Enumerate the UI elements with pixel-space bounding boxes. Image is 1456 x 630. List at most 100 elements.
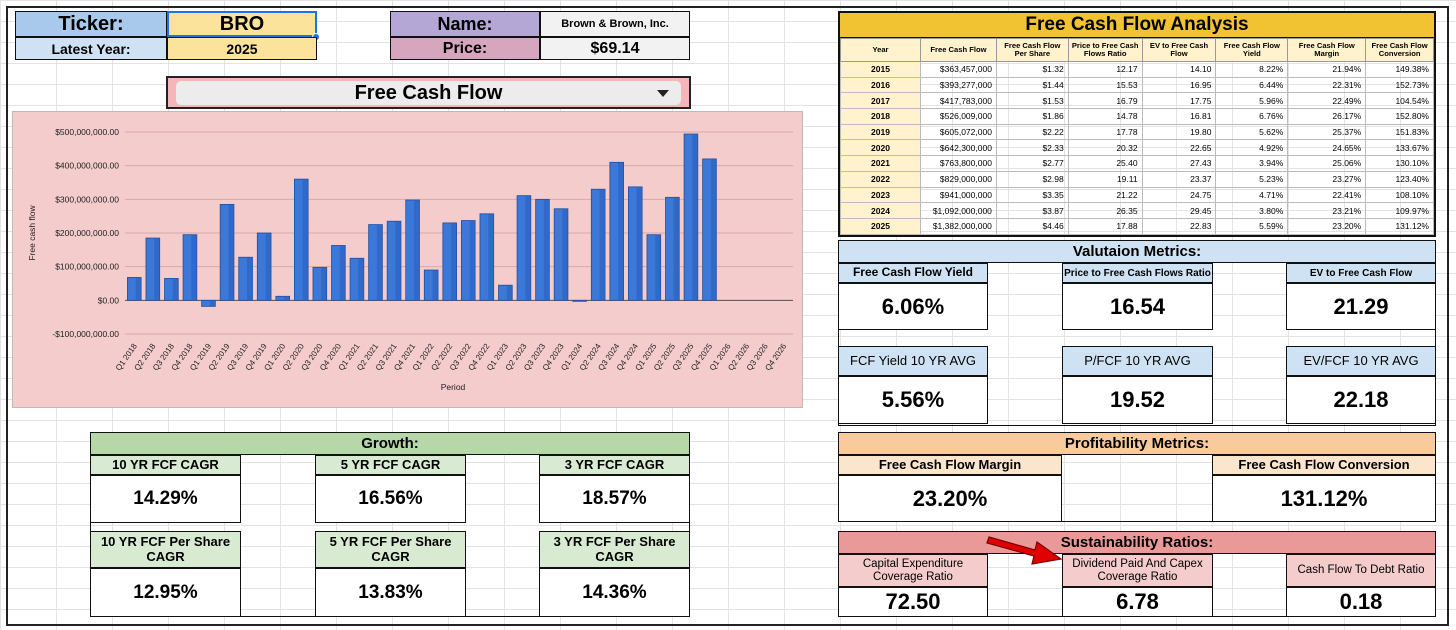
ticker-label: Ticker: <box>15 11 167 37</box>
chart-bar-shade <box>228 204 234 301</box>
table-cell: 6.44% <box>1215 76 1289 94</box>
chart-bar-shade <box>562 208 568 301</box>
chart-bar-shade <box>599 189 606 301</box>
chevron-down-icon[interactable] <box>657 90 669 97</box>
chart-bar-shade <box>673 197 680 301</box>
p-fcf-value: 16.54 <box>1062 283 1213 330</box>
chart-bar-shade <box>376 224 383 301</box>
chart-bar-shade <box>321 267 327 301</box>
table-cell: 4.92% <box>1215 139 1289 157</box>
fcf-margin-label: Free Cash Flow Margin <box>838 455 1062 475</box>
table-header-cell: Year <box>839 38 922 62</box>
table-cell: 24.65% <box>1287 139 1367 157</box>
growth-title: Growth: <box>90 432 690 455</box>
table-cell: 22.31% <box>1287 76 1367 94</box>
y-tick-label: -$100,000,000.00 <box>52 329 119 339</box>
name-label: Name: <box>390 11 540 37</box>
chart-bar-shade <box>302 179 309 301</box>
cagr3-value: 18.57% <box>539 475 690 523</box>
table-cell: 22.41% <box>1287 186 1367 204</box>
cf-debt-value: 0.18 <box>1286 587 1436 617</box>
table-cell: $417,783,000 <box>920 92 997 110</box>
cf-debt-label: Cash Flow To Debt Ratio <box>1286 554 1436 587</box>
year-cell: 2021 <box>839 155 922 172</box>
table-cell: 152.80% <box>1365 108 1434 125</box>
table-cell: 23.21% <box>1287 202 1367 219</box>
table-cell: 23.37 <box>1141 170 1217 188</box>
table-cell: 108.10% <box>1365 186 1434 204</box>
x-axis-title: Period <box>441 382 466 392</box>
chart-bar-shade <box>358 258 364 301</box>
chart-bar <box>572 299 587 302</box>
chart-bar-shade <box>710 158 717 301</box>
table-cell: $3.35 <box>995 186 1069 204</box>
table-cell: $2.98 <box>995 170 1069 188</box>
chart-bar-shade <box>506 285 513 301</box>
table-cell: $1.53 <box>995 92 1069 110</box>
capex-coverage-value: 72.50 <box>838 587 988 617</box>
table-cell: 25.06% <box>1287 155 1367 172</box>
table-header-cell: Free Cash Flow Yield <box>1215 38 1289 62</box>
table-cell: $363,457,000 <box>920 61 997 78</box>
ev-fcf-avg-label: EV/FCF 10 YR AVG <box>1286 346 1436 376</box>
table-cell: 17.88 <box>1067 217 1143 235</box>
table-row: 2021 $763,800,000 $2.77 25.40 27.43 3.94% 25.0… <box>839 155 1434 172</box>
table-row: 2020 $642,300,000 $2.33 20.32 22.65 4.92% 24.6… <box>839 139 1434 157</box>
fcf-analysis-title: Free Cash Flow Analysis <box>840 13 1434 38</box>
chart-bar-shade <box>135 277 142 301</box>
chart-bar-shade <box>209 300 216 307</box>
table-cell: $1.32 <box>995 61 1069 78</box>
latest-year-value[interactable]: 2025 <box>167 37 317 60</box>
table-header-cell: Free Cash Flow Per Share <box>995 38 1069 62</box>
table-cell: 17.78 <box>1067 123 1143 141</box>
table-cell: 19.11 <box>1067 170 1143 188</box>
table-cell: 149.38% <box>1365 61 1434 78</box>
table-cell: $1,092,000,000 <box>920 202 997 219</box>
table-cell: $829,000,000 <box>920 170 997 188</box>
price-label: Price: <box>390 37 540 60</box>
table-cell: $1,382,000,000 <box>920 217 997 235</box>
table-row: 2022 $829,000,000 $2.98 19.11 23.37 5.23% 23.2… <box>839 170 1434 188</box>
profitability-title: Profitability Metrics: <box>838 432 1436 455</box>
chart-bar-shade <box>154 238 160 301</box>
table-row: 2019 $605,072,000 $2.22 17.78 19.80 5.62% 25.3… <box>839 123 1434 141</box>
metric-dropdown[interactable]: Free Cash Flow <box>176 81 681 105</box>
table-cell: 27.43 <box>1141 155 1217 172</box>
table-cell: 25.40 <box>1067 155 1143 172</box>
table-cell: 14.78 <box>1067 108 1143 125</box>
table-cell: $642,300,000 <box>920 139 997 157</box>
chart-bar-shade <box>488 213 494 301</box>
fcf-yield-avg-value: 5.56% <box>838 376 988 424</box>
ps10-label: 10 YR FCF Per Share CAGR <box>90 531 241 568</box>
table-cell: 26.35 <box>1067 202 1143 219</box>
table-cell: 14.10 <box>1141 61 1217 78</box>
table-header-cell: Free Cash Flow Margin <box>1287 38 1367 62</box>
ticker-input[interactable]: BRO <box>167 11 317 37</box>
p-fcf-avg-value: 19.52 <box>1062 376 1213 424</box>
dashboard-frame <box>6 6 1449 626</box>
fcf-bar-chart: $500,000,000.00 $400,000,000.00 $300,000,0… <box>27 127 793 392</box>
company-name-value: Brown & Brown, Inc. <box>540 11 690 37</box>
table-cell: 19.80 <box>1141 123 1217 141</box>
table-cell: 8.22% <box>1215 61 1289 78</box>
table-cell: 123.40% <box>1365 170 1434 188</box>
sustainability-title: Sustainability Ratios: <box>838 531 1436 554</box>
table-cell: 6.76% <box>1215 108 1289 125</box>
table-cell: 151.83% <box>1365 123 1434 141</box>
div-capex-coverage-value: 6.78 <box>1062 587 1213 617</box>
table-header-cell: Price to Free Cash Flows Ratio <box>1067 38 1143 62</box>
year-cell: 2015 <box>839 61 922 78</box>
table-cell: 12.17 <box>1067 61 1143 78</box>
ev-fcf-label: EV to Free Cash Flow <box>1286 263 1436 283</box>
latest-year-label: Latest Year: <box>15 37 167 60</box>
fcf-conversion-value: 131.12% <box>1212 475 1436 522</box>
fcf-table-grid: Year Free Cash Flow Free Cash Flow Per Sha… <box>839 38 1434 235</box>
table-cell: $526,009,000 <box>920 108 997 125</box>
valuation-title: Valutaion Metrics: <box>838 240 1436 263</box>
ps5-value: 13.83% <box>315 568 466 617</box>
table-cell: 3.80% <box>1215 202 1289 219</box>
chart-bar-shade <box>413 200 420 301</box>
year-cell: 2024 <box>839 202 922 219</box>
table-cell: 16.95 <box>1141 76 1217 94</box>
chart-bar-shade <box>692 134 698 301</box>
